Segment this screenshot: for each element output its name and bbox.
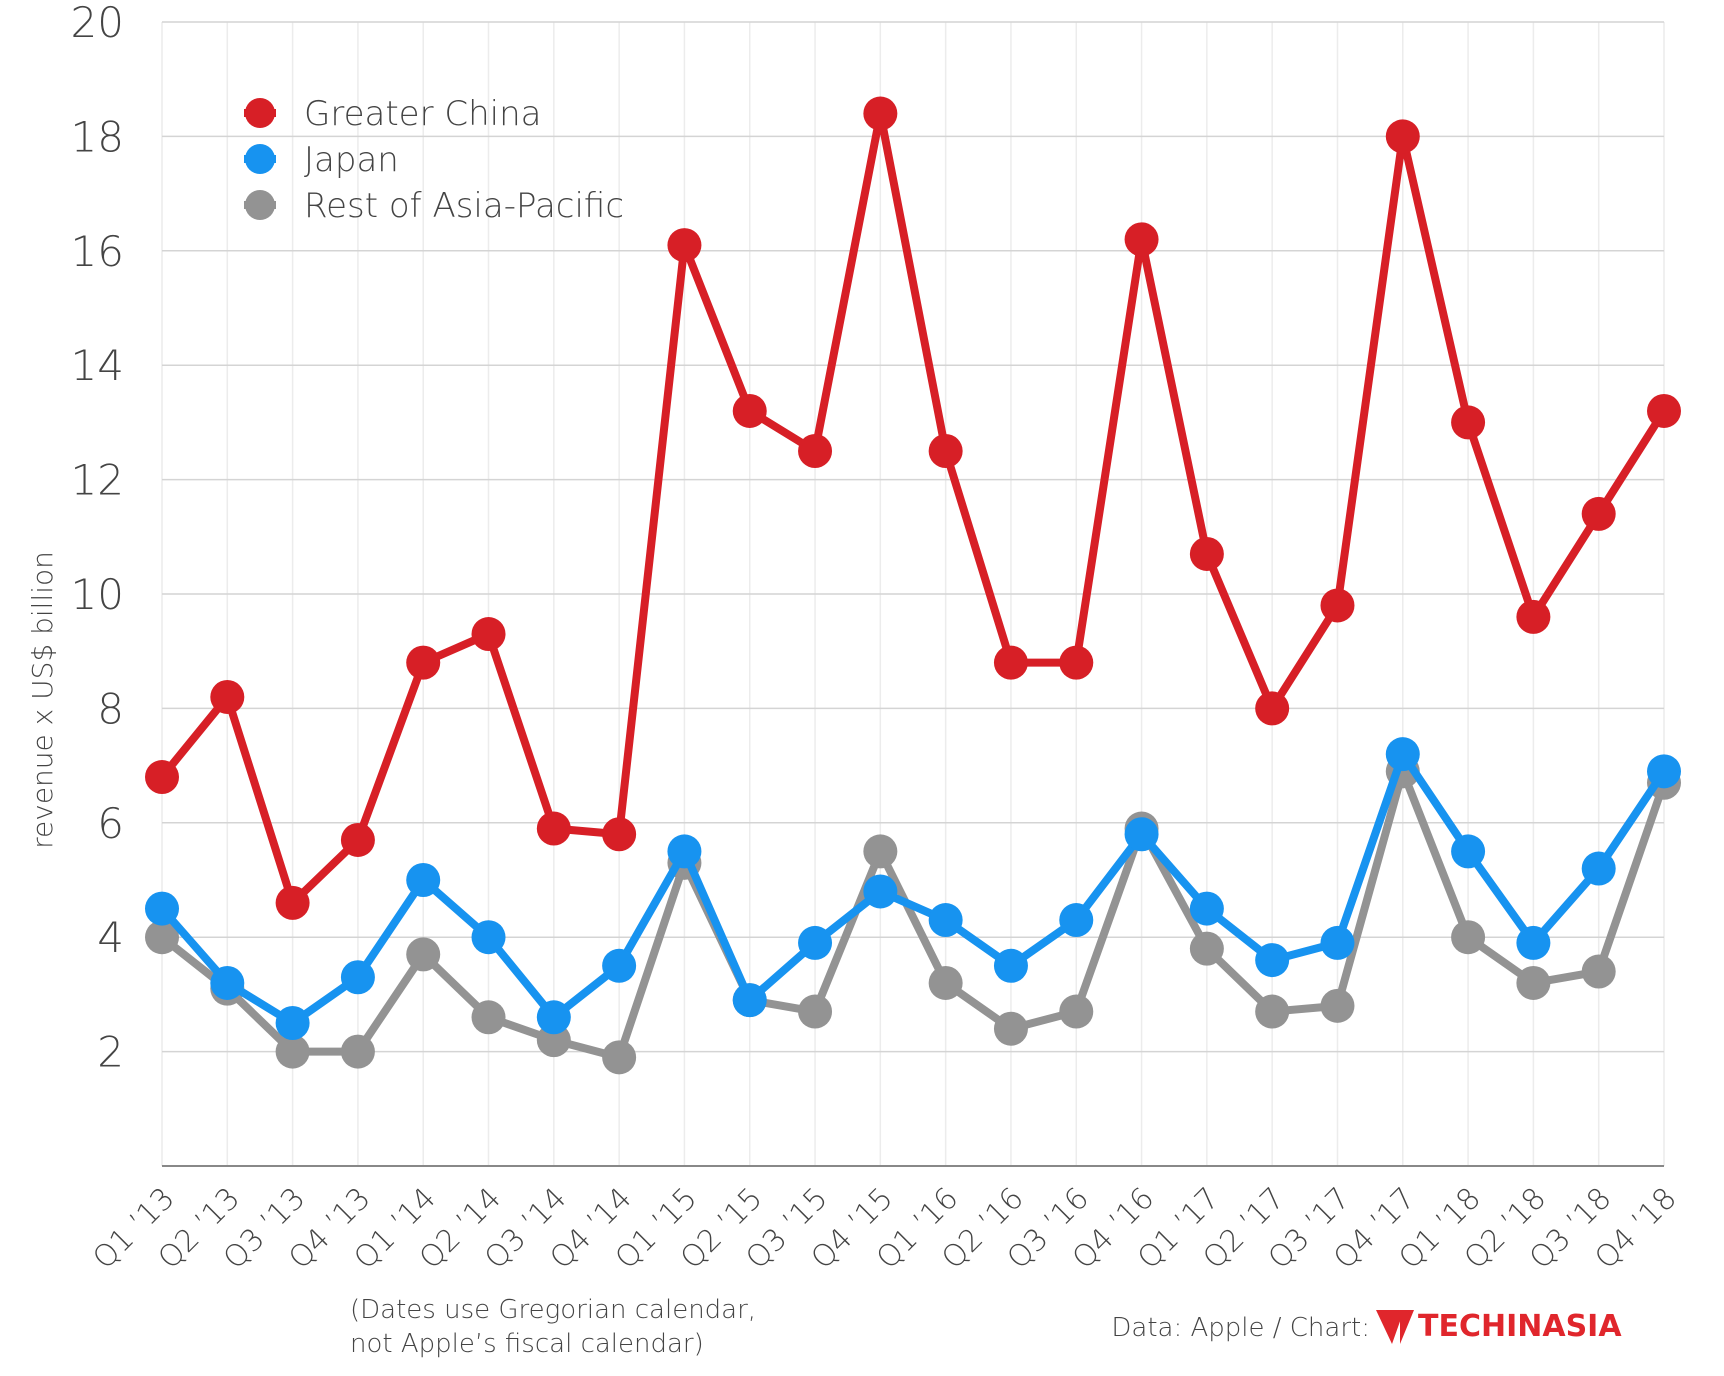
legend-marker [245, 144, 275, 174]
point [275, 1034, 310, 1069]
note-line: not Apple’s fiscal calendar) [350, 1329, 704, 1359]
point [471, 920, 506, 955]
point [1255, 994, 1290, 1029]
point [602, 1040, 637, 1075]
point [863, 874, 898, 909]
point [406, 937, 441, 972]
point [1320, 988, 1355, 1023]
point [732, 983, 767, 1018]
point [1385, 119, 1420, 154]
series-line [158, 750, 1668, 1027]
point [1516, 965, 1551, 1000]
point [1320, 588, 1355, 623]
point [1516, 599, 1551, 634]
legend-label: Rest of Asia-Pacific [304, 186, 624, 226]
point [340, 1034, 375, 1069]
point [1581, 496, 1616, 531]
point [210, 679, 245, 714]
point [1581, 954, 1616, 989]
y-tick-label: 18 [71, 112, 124, 161]
point [1059, 903, 1094, 938]
point [798, 994, 833, 1029]
point [145, 920, 179, 955]
point [145, 760, 179, 795]
series-line [159, 767, 1668, 1062]
point [993, 645, 1028, 680]
point [1189, 536, 1224, 571]
point [1255, 691, 1290, 726]
point [863, 834, 898, 869]
point [145, 891, 179, 926]
series-line [158, 109, 1668, 907]
note-line: (Dates use Gregorian calendar, [350, 1295, 756, 1325]
point [1124, 817, 1159, 852]
point [1647, 393, 1681, 428]
point [275, 1006, 310, 1040]
point [340, 822, 375, 857]
point [732, 393, 767, 428]
legend-label: Japan [304, 140, 399, 180]
point [1059, 994, 1094, 1029]
point [928, 903, 963, 938]
point [1385, 737, 1420, 772]
point [928, 434, 963, 468]
point [928, 965, 963, 1000]
point [536, 1000, 571, 1035]
legend-marker [245, 98, 275, 128]
point [1451, 405, 1486, 440]
y-tick-label: 10 [71, 570, 124, 619]
y-tick-label: 12 [71, 456, 124, 505]
logo-mark [1376, 1310, 1414, 1344]
y-tick-label: 2 [97, 1028, 124, 1077]
y-tick-label: 6 [97, 799, 124, 848]
point [602, 948, 637, 983]
point [1059, 645, 1094, 680]
point [993, 1011, 1028, 1046]
y-tick-label: 16 [71, 227, 124, 276]
legend-marker [245, 190, 275, 220]
point [993, 948, 1028, 983]
point [1255, 943, 1290, 978]
point [1189, 931, 1224, 966]
y-tick-label: 8 [97, 684, 124, 733]
source-logo: TECHINASIA [1418, 1309, 1622, 1344]
point [210, 965, 245, 1000]
y-axis-label: revenue x US$ billion [26, 551, 59, 849]
point [1581, 851, 1616, 886]
point [1451, 834, 1486, 869]
legend-label: Greater China [304, 94, 542, 134]
point [1516, 925, 1551, 960]
point [798, 925, 833, 960]
point [863, 96, 898, 131]
point [1189, 891, 1224, 926]
point [406, 863, 441, 897]
source: Data: Apple / Chart: [1111, 1313, 1370, 1343]
point [1451, 920, 1486, 955]
point [798, 434, 833, 468]
point [667, 834, 702, 869]
point [340, 960, 375, 995]
y-tick-label: 14 [71, 341, 124, 390]
point [406, 645, 441, 680]
point [1647, 754, 1681, 789]
y-tick-label: 4 [97, 913, 124, 962]
point [471, 617, 506, 652]
point [1320, 925, 1355, 960]
point [275, 885, 310, 920]
y-tick-label: 20 [71, 0, 124, 47]
point [471, 1000, 506, 1035]
point [1124, 222, 1159, 257]
point [536, 811, 571, 846]
point [602, 817, 637, 852]
point [667, 228, 702, 263]
